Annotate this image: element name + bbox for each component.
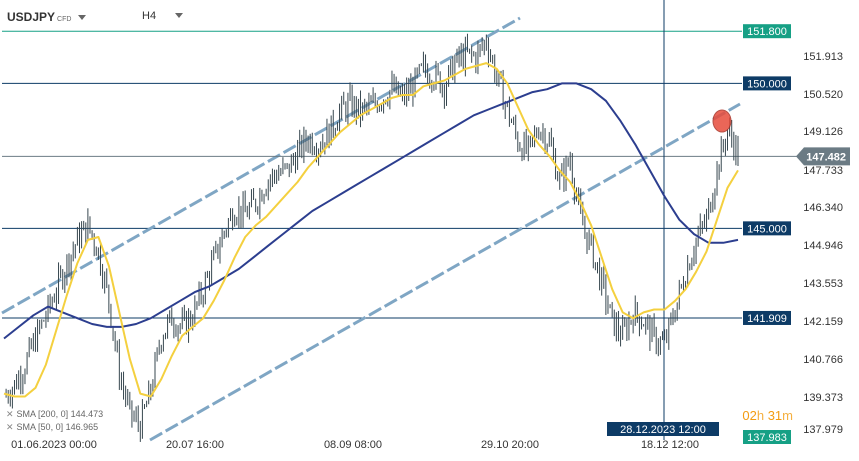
x-tick-label: 29.10 20:00: [481, 439, 539, 451]
level-label-box: [743, 221, 791, 236]
indicator-label: SMA [200, 0]: [16, 409, 69, 419]
level-label: 150.000: [747, 78, 787, 90]
timeframe-label: H4: [142, 10, 157, 22]
chevron-down-icon[interactable]: [78, 15, 87, 20]
x-tick-label: 20.07 16:00: [166, 439, 224, 451]
x-tick-label: 01.06.2023 00:00: [11, 439, 97, 451]
indicator-sma200[interactable]: ✕ SMA [200, 0] 144.473: [6, 409, 103, 420]
timer-minutes: 31: [767, 408, 783, 423]
chevron-down-icon[interactable]: [175, 13, 184, 18]
y-tick-label: 144.946: [803, 240, 843, 252]
x-tick-label: 18.12 12:00: [641, 439, 699, 451]
y-tick-label: 139.373: [803, 392, 843, 404]
y-tick-label: 137.979: [803, 424, 843, 436]
y-tick-label: 151.913: [803, 51, 843, 63]
crosshair-x-label-box: [607, 422, 719, 436]
symbol-name: USDJPY: [7, 10, 56, 24]
current-price-label: 147.482: [806, 151, 846, 163]
y-tick-label: 149.126: [803, 126, 843, 138]
y-tick-label: 150.520: [803, 89, 843, 101]
sma200-line: [3, 82, 739, 340]
y-tick-label: 146.340: [803, 202, 843, 214]
timer-minutes-unit: m: [782, 408, 793, 423]
timer-hours: 02: [742, 408, 757, 423]
highlight-marker: [712, 109, 732, 133]
y-tick-label: 142.159: [803, 316, 843, 328]
y-tick-label: 140.766: [803, 354, 843, 366]
channel-lower-line: [149, 102, 741, 442]
level-label-box: [743, 24, 791, 39]
level-label: 145.000: [747, 223, 787, 235]
level-label: 137.983: [747, 432, 787, 444]
timeframe-selector[interactable]: H4: [142, 10, 184, 22]
current-price-badge: [796, 147, 850, 166]
indicator-label: SMA [50, 0]: [16, 422, 64, 432]
x-tick-label: 08.09 08:00: [324, 439, 382, 451]
level-label-box: [743, 310, 791, 325]
symbol-selector[interactable]: USDJPY CFD: [7, 10, 87, 24]
instrument-type: CFD: [57, 16, 72, 23]
channel-upper-line: [1, 16, 521, 315]
indicator-sma50[interactable]: ✕ SMA [50, 0] 146.965: [6, 422, 98, 433]
level-label: 141.909: [747, 313, 787, 325]
candle-timer: 02h 31m: [742, 408, 793, 423]
level-label-box: [743, 76, 791, 91]
indicator-value: 146.965: [65, 422, 99, 432]
timer-hours-unit: h: [756, 408, 765, 423]
close-icon[interactable]: ✕: [6, 422, 14, 432]
sma50-line: [3, 62, 739, 398]
close-icon[interactable]: ✕: [6, 409, 14, 419]
y-tick-label: 143.553: [803, 278, 843, 290]
level-label-box: [743, 430, 791, 444]
level-label: 151.800: [747, 26, 787, 38]
crosshair-x-label: 28.12.2023 12:00: [620, 424, 706, 436]
indicator-value: 144.473: [70, 409, 104, 419]
y-tick-label: 147.733: [803, 165, 843, 177]
